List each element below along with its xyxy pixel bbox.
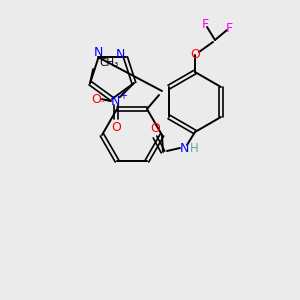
- Text: H: H: [190, 142, 198, 154]
- Text: +: +: [119, 91, 127, 101]
- Text: F: F: [201, 19, 208, 32]
- Text: CH₃: CH₃: [99, 58, 118, 68]
- Text: ⁻: ⁻: [99, 99, 104, 109]
- Text: N: N: [116, 48, 125, 61]
- Text: O: O: [91, 93, 101, 106]
- Text: O: O: [190, 49, 200, 62]
- Text: N: N: [94, 46, 103, 59]
- Text: F: F: [225, 22, 233, 34]
- Text: N: N: [179, 142, 189, 154]
- Text: N: N: [111, 94, 121, 108]
- Text: O: O: [111, 121, 121, 134]
- Text: O: O: [150, 122, 160, 134]
